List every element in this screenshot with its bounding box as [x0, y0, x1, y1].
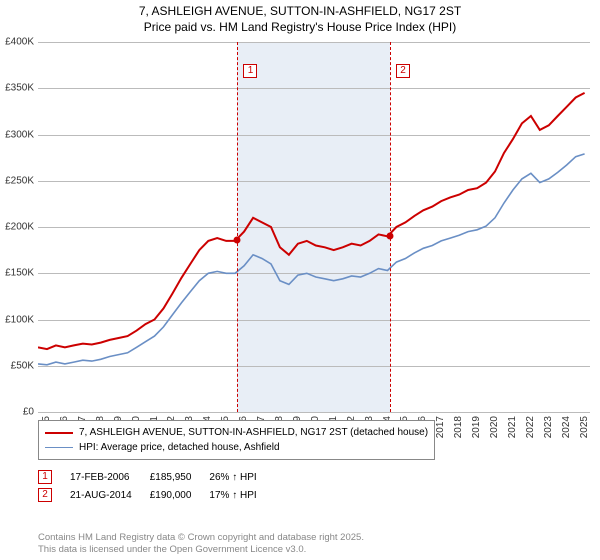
legend-label-hpi: HPI: Average price, detached house, Ashf… [79, 440, 280, 455]
sale-dot-1 [234, 236, 241, 243]
y-tick-label: £300K [5, 129, 34, 140]
series-property [38, 93, 585, 349]
footer-line2: This data is licensed under the Open Gov… [38, 544, 364, 556]
sale-table: 1 17-FEB-2006 £185,950 26% ↑ HPI 2 21-AU… [38, 468, 275, 504]
legend-row-hpi: HPI: Average price, detached house, Ashf… [45, 440, 428, 455]
sale-marker-box-1: 1 [243, 64, 257, 78]
y-tick-label: £400K [5, 37, 34, 48]
legend-area: 7, ASHLEIGH AVENUE, SUTTON-IN-ASHFIELD, … [38, 420, 590, 504]
sale-date-2: 21-AUG-2014 [70, 486, 150, 504]
sale-row-2: 2 21-AUG-2014 £190,000 17% ↑ HPI [38, 486, 275, 504]
sale-date-1: 17-FEB-2006 [70, 468, 150, 486]
chart-container: 7, ASHLEIGH AVENUE, SUTTON-IN-ASHFIELD, … [0, 0, 600, 560]
y-tick-label: £200K [5, 222, 34, 233]
legend-row-property: 7, ASHLEIGH AVENUE, SUTTON-IN-ASHFIELD, … [45, 425, 428, 440]
legend-swatch-hpi [45, 447, 73, 448]
sale-price-1: £185,950 [150, 468, 210, 486]
line-series-svg [38, 42, 590, 412]
chart-title: 7, ASHLEIGH AVENUE, SUTTON-IN-ASHFIELD, … [0, 0, 600, 35]
y-tick-label: £250K [5, 175, 34, 186]
sale-marker-2: 2 [38, 488, 52, 502]
y-tick-label: £150K [5, 268, 34, 279]
sale-marker-box-2: 2 [396, 64, 410, 78]
legend-swatch-property [45, 432, 73, 434]
sale-row-1: 1 17-FEB-2006 £185,950 26% ↑ HPI [38, 468, 275, 486]
series-hpi [38, 154, 585, 365]
sale-pct-1: 26% ↑ HPI [209, 468, 274, 486]
sale-price-2: £190,000 [150, 486, 210, 504]
y-tick-label: £0 [23, 407, 34, 418]
y-tick-label: £100K [5, 314, 34, 325]
title-line2: Price paid vs. HM Land Registry's House … [0, 20, 600, 36]
title-line1: 7, ASHLEIGH AVENUE, SUTTON-IN-ASHFIELD, … [0, 4, 600, 20]
y-tick-label: £50K [11, 360, 34, 371]
legend-label-property: 7, ASHLEIGH AVENUE, SUTTON-IN-ASHFIELD, … [79, 425, 428, 440]
legend-box: 7, ASHLEIGH AVENUE, SUTTON-IN-ASHFIELD, … [38, 420, 435, 460]
sale-dot-2 [386, 233, 393, 240]
plot-area: £0£50K£100K£150K£200K£250K£300K£350K£400… [38, 42, 590, 412]
y-tick-label: £350K [5, 83, 34, 94]
footer-attribution: Contains HM Land Registry data © Crown c… [38, 532, 364, 556]
sale-pct-2: 17% ↑ HPI [209, 486, 274, 504]
sale-marker-1: 1 [38, 470, 52, 484]
footer-line1: Contains HM Land Registry data © Crown c… [38, 532, 364, 544]
